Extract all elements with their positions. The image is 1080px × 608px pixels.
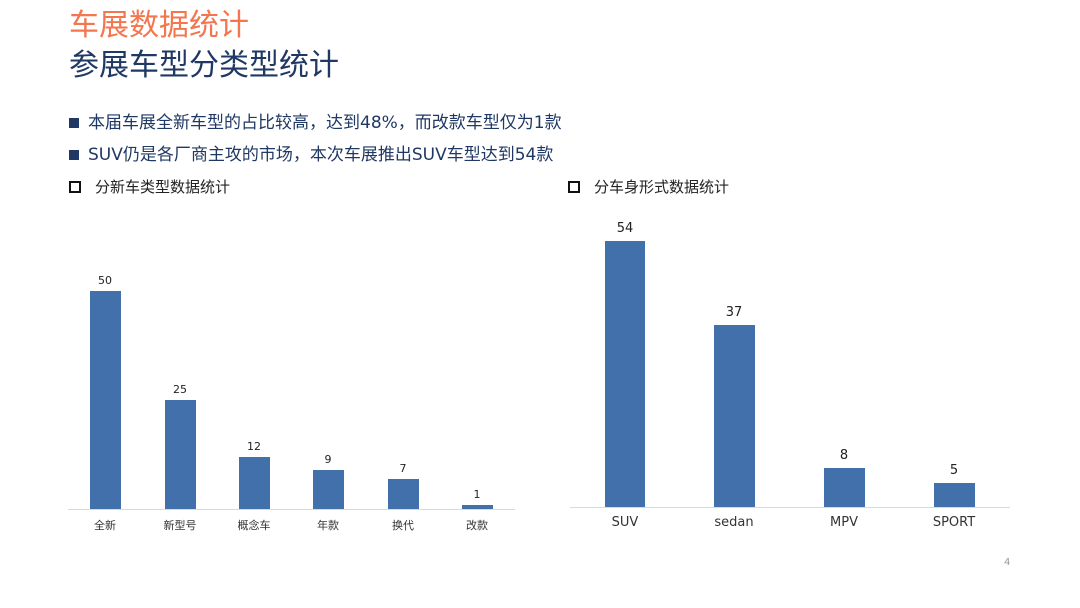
bar-sedan: [714, 325, 755, 507]
square-bullet-icon: [69, 150, 79, 160]
data-label: 12: [247, 440, 261, 453]
data-label: 50: [98, 274, 112, 287]
x-axis-line: [570, 507, 1010, 508]
bar-mpv: [824, 468, 865, 507]
category-label: MPV: [830, 515, 858, 530]
data-label: 25: [173, 383, 187, 396]
left-chart-heading: 分新车类型数据统计: [69, 177, 230, 197]
slide-title: 车展数据统计: [69, 8, 249, 43]
category-label: 换代: [392, 519, 414, 532]
category-label: 概念车: [237, 519, 271, 532]
data-label: 9: [324, 453, 332, 466]
category-label: SUV: [611, 515, 639, 530]
data-label: 7: [399, 462, 407, 475]
data-label: 37: [725, 305, 743, 320]
slide-subtitle: 参展车型分类型统计: [69, 48, 339, 83]
left-chart-title: 分新车类型数据统计: [95, 178, 231, 196]
bar-suv: [605, 241, 645, 507]
category-label: sedan: [714, 515, 754, 530]
bullet-point-2: SUV仍是各厂商主攻的市场，本次车展推出SUV车型达到54款: [69, 144, 553, 166]
data-label: 1: [473, 488, 481, 501]
square-bullet-icon: [69, 118, 79, 128]
bullet-text: 本届车展全新车型的占比较高，达到48%，而改款车型仅为1款: [88, 113, 562, 133]
bar-xinxinghao: [165, 400, 196, 509]
bar-sport: [934, 483, 975, 507]
page-number: 4: [1004, 557, 1011, 568]
bar-gainianche: [239, 457, 270, 509]
bar-gaikuan: [462, 505, 493, 509]
bar-quanxin: [90, 291, 121, 509]
bullet-text: SUV仍是各厂商主攻的市场，本次车展推出SUV车型达到54款: [88, 145, 554, 165]
category-label: 改款: [466, 519, 488, 532]
bullet-point-1: 本届车展全新车型的占比较高，达到48%，而改款车型仅为1款: [69, 112, 562, 134]
right-chart-heading: 分车身形式数据统计: [568, 177, 729, 197]
data-label: 54: [616, 221, 634, 236]
data-label: 8: [839, 448, 849, 463]
bar-huandai: [388, 479, 419, 509]
hollow-square-icon: [69, 181, 81, 193]
right-chart-title: 分车身形式数据统计: [594, 178, 730, 196]
data-label: 5: [949, 463, 959, 478]
bar-niankuan: [313, 470, 344, 509]
category-label: 全新: [94, 519, 116, 532]
hollow-square-icon: [568, 181, 580, 193]
x-axis-line: [68, 509, 515, 510]
category-label: 新型号: [163, 519, 197, 532]
category-label: 年款: [317, 519, 339, 532]
category-label: SPORT: [932, 515, 976, 530]
